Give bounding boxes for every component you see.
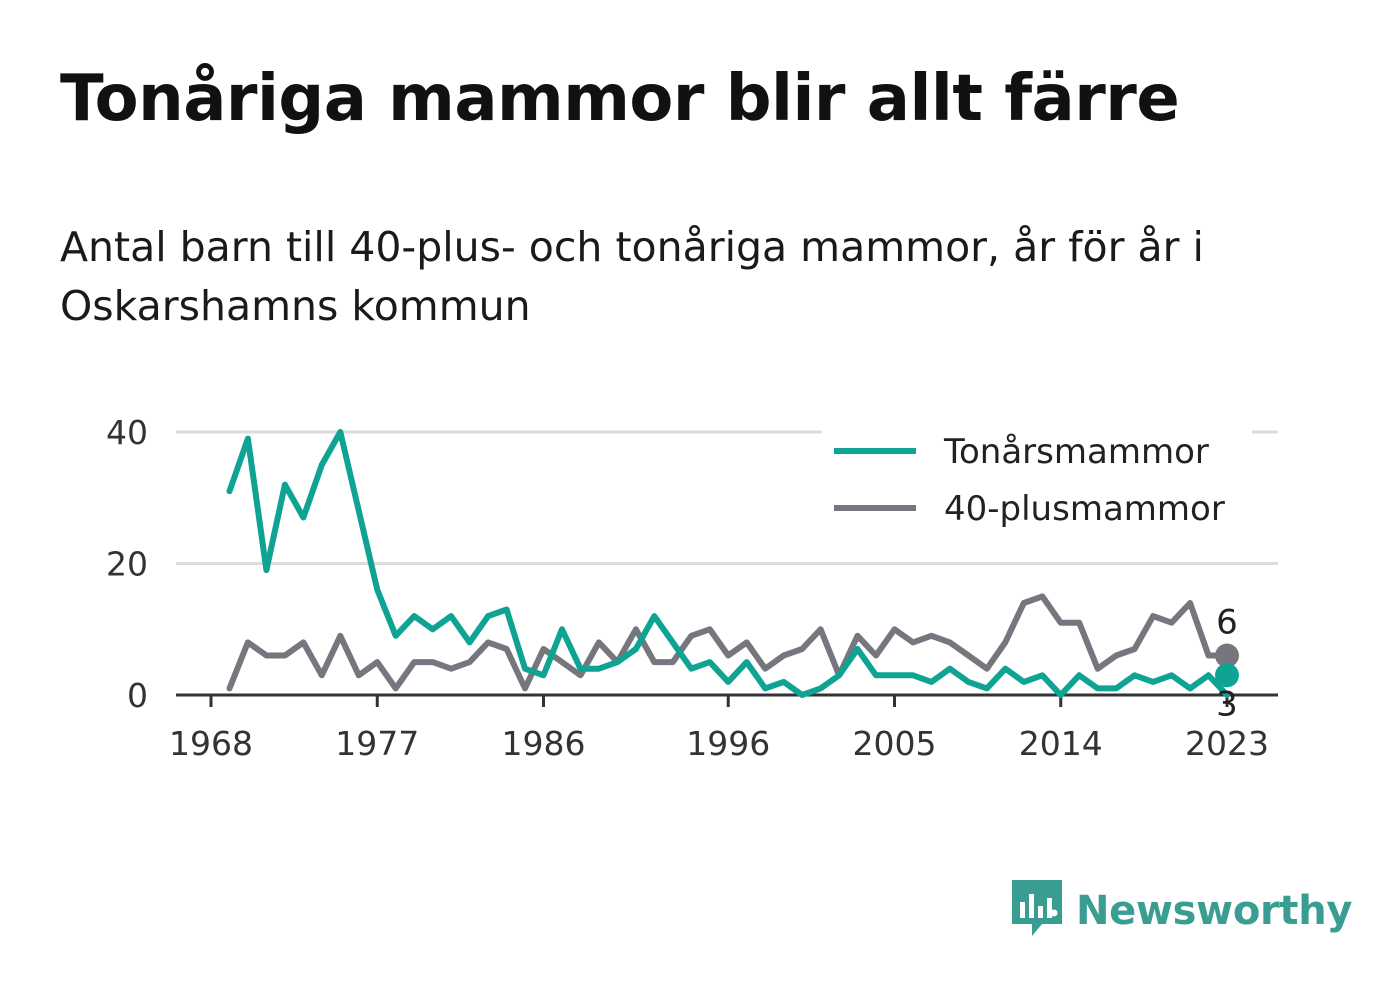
- x-tick-label: 1968: [169, 724, 253, 763]
- legend-label: 40-plusmammor: [944, 489, 1225, 529]
- chart-subtitle: Antal barn till 40-plus- och tonåriga ma…: [60, 223, 1204, 330]
- y-tick-label: 0: [127, 676, 148, 715]
- end-labels: 63: [1215, 603, 1239, 724]
- newsworthy-logo: Newsworthy: [1012, 880, 1353, 942]
- chart-title: Tonåriga mammor blir allt färre: [60, 62, 1180, 136]
- series-line-tonarsmammor: [226, 429, 1230, 698]
- end-point-tonarsmammor: [1215, 663, 1239, 688]
- legend: Tonårsmammor 40-plusmammor: [822, 430, 1252, 538]
- end-label-tonarsmammor: 3: [1216, 684, 1238, 724]
- x-tick-label: 2014: [1019, 724, 1103, 763]
- x-tick-label: 1986: [502, 724, 586, 763]
- legend-label: Tonårsmammor: [943, 432, 1209, 472]
- x-tick-label: 2005: [852, 724, 936, 763]
- series-line-fortyplusmammor: [226, 593, 1230, 692]
- y-tick-label: 40: [106, 413, 148, 452]
- x-tick-label: 2023: [1185, 724, 1269, 763]
- end-label-fortyplusmammor: 6: [1216, 603, 1238, 643]
- series-lines: [226, 429, 1230, 698]
- x-tick-label: 1996: [686, 724, 770, 763]
- end-point-fortyplusmammor: [1215, 643, 1239, 668]
- x-tick-label: 1977: [335, 724, 419, 763]
- newsworthy-logo-icon: [1012, 880, 1062, 942]
- y-tick-label: 20: [106, 545, 148, 584]
- x-axis: 1968 1977 1986 1996 2005 2014 2023: [169, 693, 1278, 763]
- newsworthy-logo-text: Newsworthy: [1076, 888, 1353, 934]
